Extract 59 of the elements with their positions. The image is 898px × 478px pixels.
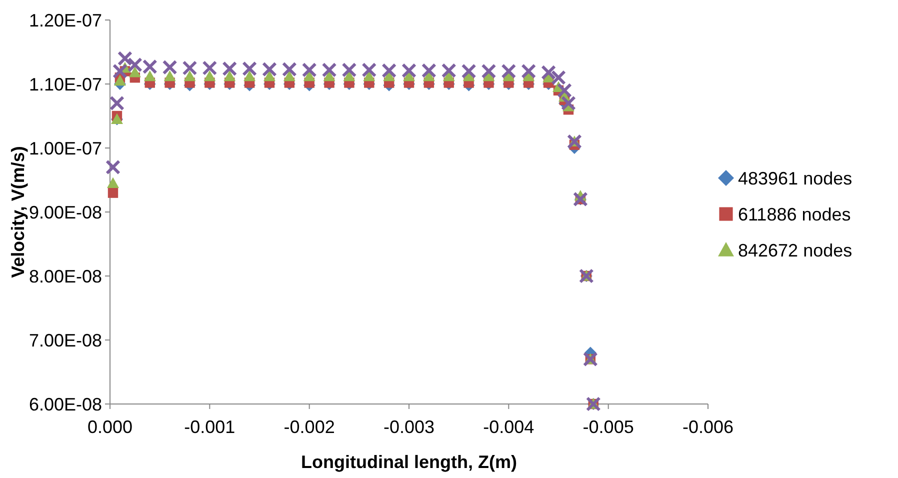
point — [117, 50, 132, 66]
point — [541, 64, 556, 80]
legend-label: 483961 nodes — [738, 168, 852, 188]
point — [142, 59, 158, 74]
x-tick-label: -0.003 — [383, 417, 435, 437]
point — [566, 134, 582, 150]
y-tick-label: 7.00E-08 — [28, 330, 102, 350]
point — [144, 70, 156, 82]
point — [481, 64, 496, 79]
y-tick-label: 1.10E-07 — [28, 74, 102, 94]
point — [112, 64, 128, 79]
point — [128, 66, 141, 78]
point — [244, 70, 256, 82]
x-tick-label: -0.001 — [184, 417, 236, 437]
point — [441, 63, 456, 78]
point — [461, 64, 476, 79]
y-tick-label: 1.20E-07 — [28, 10, 102, 30]
y-tick-label: 9.00E-08 — [28, 202, 102, 222]
point — [222, 61, 238, 76]
point — [127, 57, 142, 72]
point — [402, 63, 416, 78]
x-tick-label: -0.002 — [284, 417, 335, 437]
y-tick-label: 8.00E-08 — [28, 266, 102, 286]
point — [114, 74, 126, 86]
point — [342, 62, 357, 78]
point — [322, 62, 337, 78]
point — [521, 64, 536, 79]
point — [105, 160, 120, 175]
point — [242, 61, 258, 76]
point — [282, 62, 297, 77]
x-tick-label: 0.000 — [87, 417, 133, 437]
y-tick-label: 1.00E-07 — [28, 138, 102, 158]
y-tick-label: 6.00E-08 — [28, 394, 102, 414]
point — [262, 62, 277, 77]
point — [162, 60, 178, 75]
legend-label: 842672 nodes — [738, 240, 852, 260]
point — [302, 62, 317, 78]
point — [202, 60, 218, 76]
point — [182, 60, 198, 76]
point — [106, 177, 119, 188]
y-axis-title: Velocity, V(m/s) — [8, 146, 28, 278]
x-axis-title: Longitudinal length, Z(m) — [301, 452, 517, 472]
point — [204, 70, 216, 82]
x-tick-label: -0.005 — [582, 417, 634, 437]
point — [263, 70, 276, 82]
point — [109, 96, 124, 111]
point — [184, 70, 196, 82]
point — [164, 70, 176, 82]
x-tick-label: -0.006 — [682, 417, 734, 437]
point — [382, 63, 397, 78]
x-tick-label: -0.004 — [483, 417, 534, 437]
point — [283, 70, 296, 82]
point — [362, 62, 377, 78]
point — [501, 64, 516, 79]
point — [108, 188, 118, 198]
point — [421, 63, 436, 78]
legend-label: 611886 nodes — [738, 204, 851, 224]
point — [551, 70, 566, 86]
point — [224, 70, 236, 82]
